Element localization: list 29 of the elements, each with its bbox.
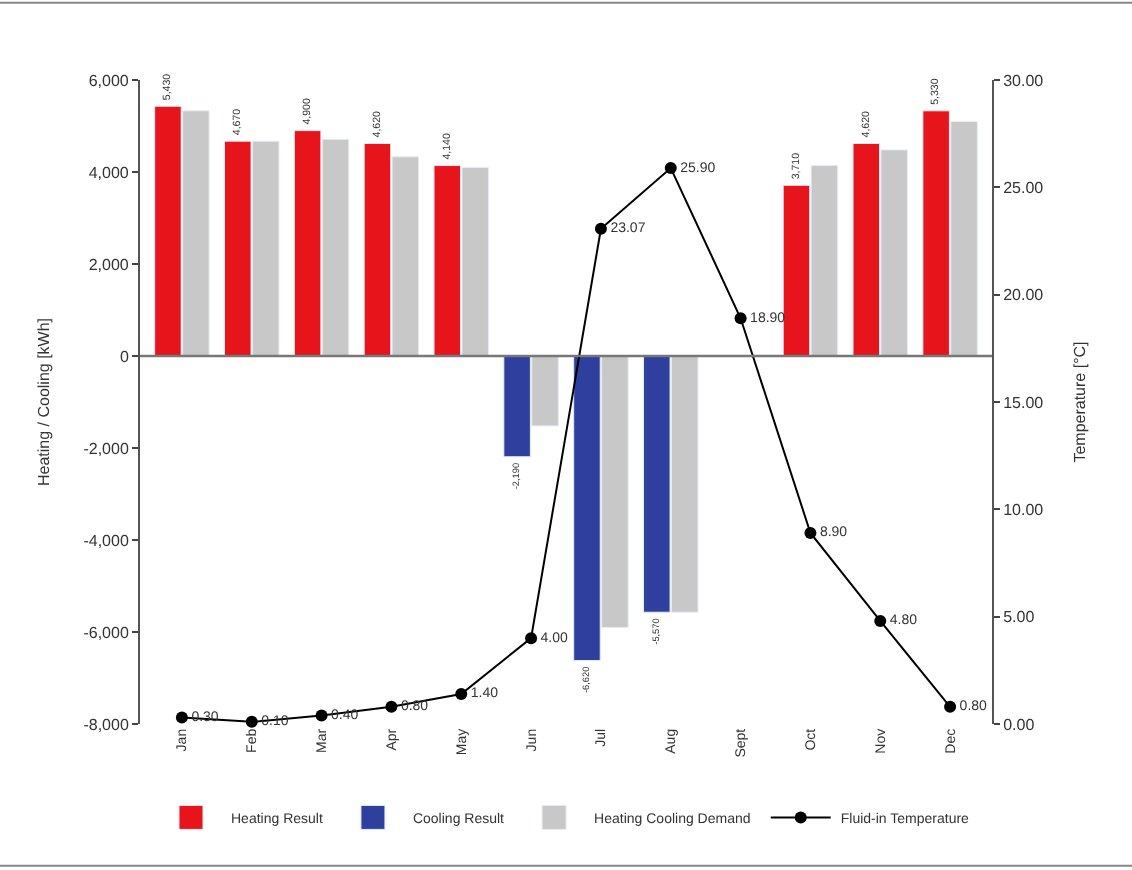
y2-tick-label: 20.00 bbox=[1003, 286, 1045, 305]
y2-tick-label: 10.00 bbox=[1003, 500, 1045, 519]
y-tick-label: 0 bbox=[119, 347, 130, 366]
point bbox=[525, 632, 538, 645]
point bbox=[944, 700, 957, 713]
point bbox=[664, 162, 677, 175]
y2-tick-label: 5.00 bbox=[1003, 608, 1036, 627]
y-tick-label: -2,000 bbox=[83, 439, 130, 458]
y-tick-label: 2,000 bbox=[88, 255, 130, 274]
point bbox=[804, 526, 817, 539]
point bbox=[315, 709, 328, 722]
point bbox=[594, 222, 607, 235]
y-tick-label: -8,000 bbox=[83, 715, 130, 734]
y-tick-label: 6,000 bbox=[88, 71, 130, 90]
y-tick-label: 4,000 bbox=[88, 163, 130, 182]
y2-tick-label: 30.00 bbox=[1003, 71, 1045, 90]
y-axis-title: Heating / Cooling [kWh] bbox=[34, 317, 53, 487]
y-tick-label: -4,000 bbox=[83, 531, 130, 550]
y2-tick-label: 0.00 bbox=[1003, 715, 1036, 734]
point bbox=[874, 614, 887, 627]
point bbox=[245, 715, 258, 728]
y2-tick-label: 15.00 bbox=[1003, 393, 1045, 412]
y-tick-label: -6,000 bbox=[83, 623, 130, 642]
y2-tick-label: 25.00 bbox=[1003, 178, 1045, 197]
y2-axis-title: Temperature [°C] bbox=[1070, 341, 1089, 463]
point bbox=[455, 687, 468, 700]
point bbox=[734, 312, 747, 325]
point bbox=[385, 700, 398, 713]
point bbox=[175, 711, 188, 724]
